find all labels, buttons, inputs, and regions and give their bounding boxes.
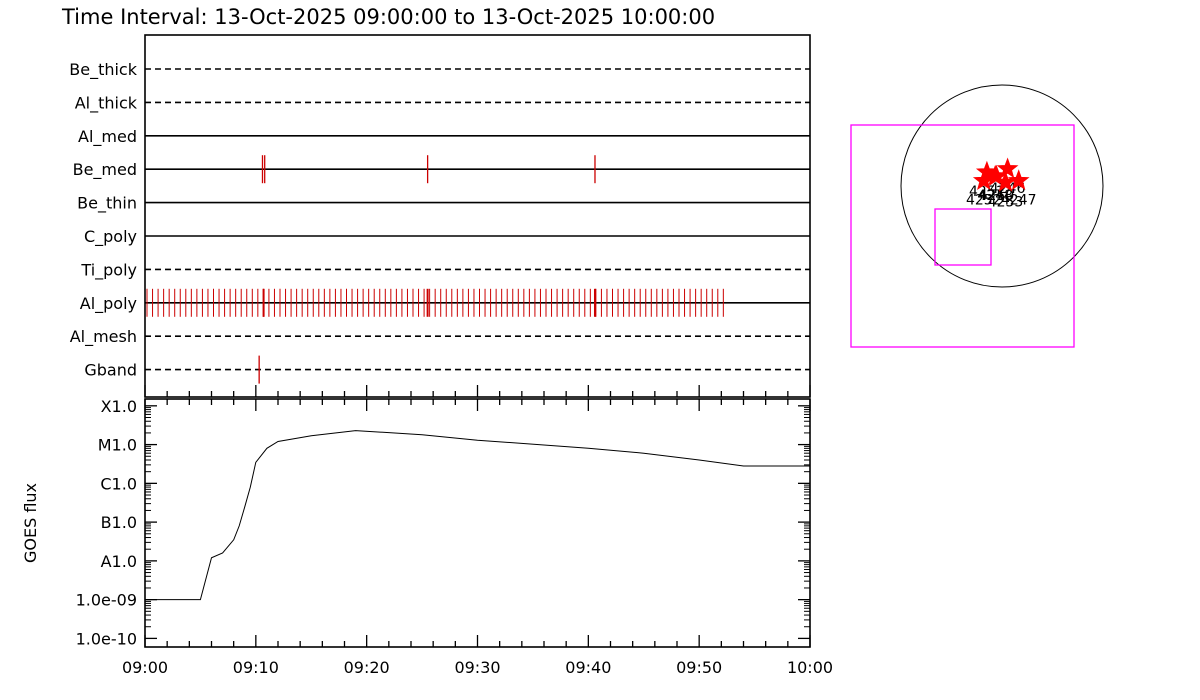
row-label-al_mesh: Al_mesh xyxy=(70,327,137,347)
region-label-4247: 4247 xyxy=(1001,193,1037,209)
row-label-al_poly: Al_poly xyxy=(80,294,137,314)
region-label-4252: 4252 xyxy=(966,193,1002,209)
y-tick-label: C1.0 xyxy=(100,474,137,493)
row-label-be_thin: Be_thin xyxy=(77,194,137,214)
region-label-4253: 4253 xyxy=(988,194,1024,210)
goes-flux-line xyxy=(145,430,810,601)
timeline-frame xyxy=(144,34,811,398)
goes-frame xyxy=(144,398,811,648)
row-label-be_med: Be_med xyxy=(73,160,137,180)
y-tick-label: A1.0 xyxy=(101,552,137,571)
field-of-view-inner xyxy=(934,208,992,266)
chart-title: Time Interval: 13-Oct-2025 09:00:00 to 1… xyxy=(61,5,715,29)
row-label-gband: Gband xyxy=(84,361,137,380)
field-of-view-outer xyxy=(850,124,1075,348)
x-tick-label: 09:00 xyxy=(122,658,168,677)
goes-flux-panel: X1.0 M1.0 C1.0 B1.0 A1.0 1.0e-09 1.0e-10 09:00 0… xyxy=(21,385,833,677)
region-label-4250: 4250 xyxy=(979,188,1015,204)
x-tick-label: 09:50 xyxy=(676,658,722,677)
x-tick-label: 09:40 xyxy=(565,658,611,677)
x-tick-label: 10:00 xyxy=(787,658,833,677)
instrument-timeline-panel: Be_thick Al_thick Al_med Be_med Be_thin C_pol… xyxy=(69,34,811,398)
row-label-al_med: Al_med xyxy=(78,127,137,147)
goes-y-axis-label: GOES flux xyxy=(21,483,40,563)
y-tick-label: X1.0 xyxy=(101,397,137,416)
y-tick-label: M1.0 xyxy=(98,436,137,455)
region-star-4247 xyxy=(1007,169,1030,190)
row-label-al_thick: Al_thick xyxy=(75,93,138,113)
y-tick-label: 1.0e-09 xyxy=(76,591,137,610)
x-tick-label: 09:30 xyxy=(454,658,500,677)
row-label-ti_poly: Ti_poly xyxy=(80,260,137,280)
y-tick-label: B1.0 xyxy=(101,513,137,532)
x-tick-label: 09:20 xyxy=(344,658,390,677)
row-label-be_thick: Be_thick xyxy=(69,60,137,80)
row-label-c_poly: C_poly xyxy=(84,227,137,247)
y-tick-label: 1.0e-10 xyxy=(76,629,137,648)
x-tick-label: 09:10 xyxy=(233,658,279,677)
region-star-4252 xyxy=(972,169,995,190)
solar-disk xyxy=(900,84,1104,288)
region-star-4246 xyxy=(996,157,1019,179)
region-label-4248: 4248 xyxy=(977,188,1013,204)
